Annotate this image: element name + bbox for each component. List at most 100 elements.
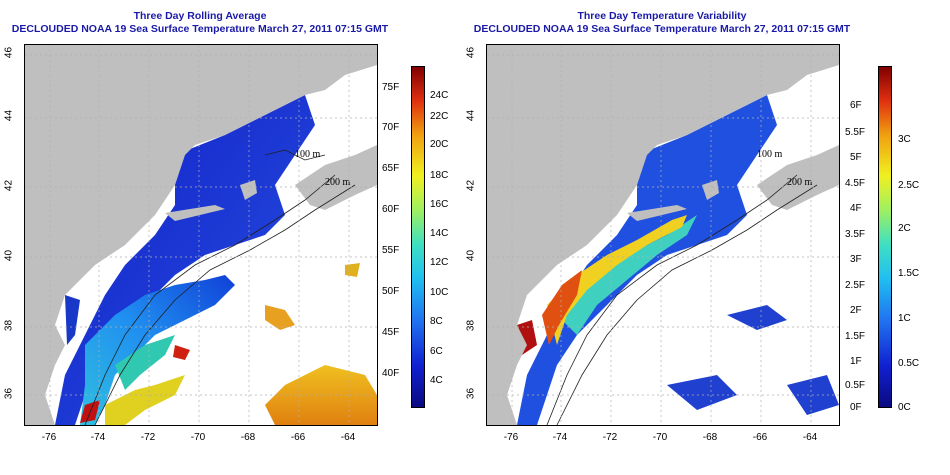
contour-200m — [556, 184, 818, 425]
land-long-island — [165, 205, 225, 221]
right-cb-0F: 0F — [850, 402, 862, 413]
land-mainland — [25, 45, 377, 425]
right-cb-0.5C: 0.5C — [898, 358, 920, 369]
left-lat-40: 40 — [3, 249, 15, 262]
warm-patch-3 — [265, 305, 295, 330]
left-lat-44: 44 — [3, 109, 15, 122]
variability-very-high — [542, 270, 582, 345]
right-panel-title: Three Day Temperature Variability DECLOU… — [462, 10, 862, 36]
right-cb-5F: 5F — [850, 152, 862, 163]
right-lat-38: 38 — [465, 319, 477, 332]
right-colorbar — [878, 66, 892, 408]
left-cb-22C: 22C — [430, 111, 449, 122]
left-cb-60F: 60F — [382, 204, 400, 215]
contour-label-200m: 200 m — [787, 177, 813, 188]
left-cb-45F: 45F — [382, 327, 400, 338]
left-cb-8C: 8C — [430, 316, 443, 327]
left-lon-74: -74 — [90, 432, 106, 443]
left-cb-24C: 24C — [430, 90, 449, 101]
right-cb-2F: 2F — [850, 305, 862, 316]
grid — [487, 45, 839, 425]
right-cb-4.5F: 4.5F — [845, 178, 866, 189]
left-lon-76: -76 — [41, 432, 57, 443]
right-cb-1.5F: 1.5F — [845, 331, 866, 342]
right-lat-44: 44 — [465, 109, 477, 122]
right-cb-0C: 0C — [898, 402, 911, 413]
land-nova-scotia — [295, 145, 377, 210]
right-cb-6F: 6F — [850, 100, 862, 111]
right-cb-1F: 1F — [850, 356, 862, 367]
contour-gom — [264, 149, 326, 161]
right-lat-46: 46 — [465, 46, 477, 59]
right-cb-0.5F: 0.5F — [845, 380, 866, 391]
contour-200m — [94, 184, 356, 425]
right-lat-36: 36 — [465, 387, 477, 400]
grid — [25, 45, 377, 425]
right-cb-4F: 4F — [850, 203, 862, 214]
land-cape-cod — [240, 180, 257, 200]
left-cb-55F: 55F — [382, 245, 400, 256]
contour-100m — [84, 174, 336, 425]
right-lon-70: -70 — [652, 432, 668, 443]
left-cb-70F: 70F — [382, 122, 400, 133]
variability-mid — [557, 215, 697, 335]
right-cb-1.5C: 1.5C — [898, 268, 920, 279]
speckle-1 — [727, 305, 787, 330]
left-lat-36: 36 — [3, 387, 15, 400]
right-lon-64: -64 — [802, 432, 818, 443]
warm-patch-4 — [173, 345, 190, 360]
right-cb-1C: 1C — [898, 313, 911, 324]
left-lon-68: -68 — [240, 432, 256, 443]
land-cape-cod — [702, 180, 719, 200]
right-cb-3F: 3F — [850, 254, 862, 265]
contour-100m — [546, 174, 798, 425]
left-cb-20C: 20C — [430, 139, 449, 150]
shelf-water — [80, 275, 235, 425]
right-lat-42: 42 — [465, 179, 477, 192]
right-lat-40: 40 — [465, 249, 477, 262]
land-mainland — [487, 45, 839, 425]
left-cb-75F: 75F — [382, 82, 400, 93]
land-long-island — [627, 205, 687, 221]
chesapeake-bay — [65, 295, 80, 345]
land-nova-scotia — [757, 145, 839, 210]
left-lon-66: -66 — [290, 432, 306, 443]
left-cb-16C: 16C — [430, 199, 449, 210]
right-cb-2C: 2C — [898, 223, 911, 234]
left-panel-title: Three Day Rolling Average DECLOUDED NOAA… — [0, 10, 400, 36]
right-lon-72: -72 — [602, 432, 618, 443]
right-lon-76: -76 — [503, 432, 519, 443]
left-cb-40F: 40F — [382, 368, 400, 379]
left-colorbar — [411, 66, 425, 408]
right-map-svg: 100 m 200 m — [487, 45, 839, 425]
left-lon-70: -70 — [190, 432, 206, 443]
right-cb-3.5F: 3.5F — [845, 229, 866, 240]
left-map: 100 m 200 m — [24, 44, 378, 426]
right-lon-66: -66 — [752, 432, 768, 443]
warm-patch-1 — [105, 375, 185, 425]
right-cb-2.5F: 2.5F — [845, 280, 866, 291]
left-cb-12C: 12C — [430, 257, 449, 268]
left-lon-64: -64 — [340, 432, 356, 443]
slope-water-patch — [115, 335, 175, 390]
left-cb-6C: 6C — [430, 346, 443, 357]
left-lat-46: 46 — [3, 46, 15, 59]
right-map: 100 m 200 m — [486, 44, 840, 426]
contour-label-200m: 200 m — [325, 177, 351, 188]
left-title-line1: Three Day Rolling Average — [133, 10, 267, 22]
left-cb-18C: 18C — [430, 170, 449, 181]
left-lat-38: 38 — [3, 319, 15, 332]
left-map-svg: 100 m 200 m — [25, 45, 377, 425]
left-cb-14C: 14C — [430, 228, 449, 239]
right-cb-2.5C: 2.5C — [898, 180, 920, 191]
left-cb-50F: 50F — [382, 286, 400, 297]
right-lon-68: -68 — [702, 432, 718, 443]
right-cb-3C: 3C — [898, 134, 911, 145]
right-lon-74: -74 — [552, 432, 568, 443]
speckle-2 — [667, 375, 737, 410]
contour-label-100m: 100 m — [757, 149, 783, 160]
left-cb-10C: 10C — [430, 287, 449, 298]
right-title-line1: Three Day Temperature Variability — [577, 10, 747, 22]
cold-water-mass — [55, 95, 315, 425]
right-cb-5.5F: 5.5F — [845, 127, 866, 138]
